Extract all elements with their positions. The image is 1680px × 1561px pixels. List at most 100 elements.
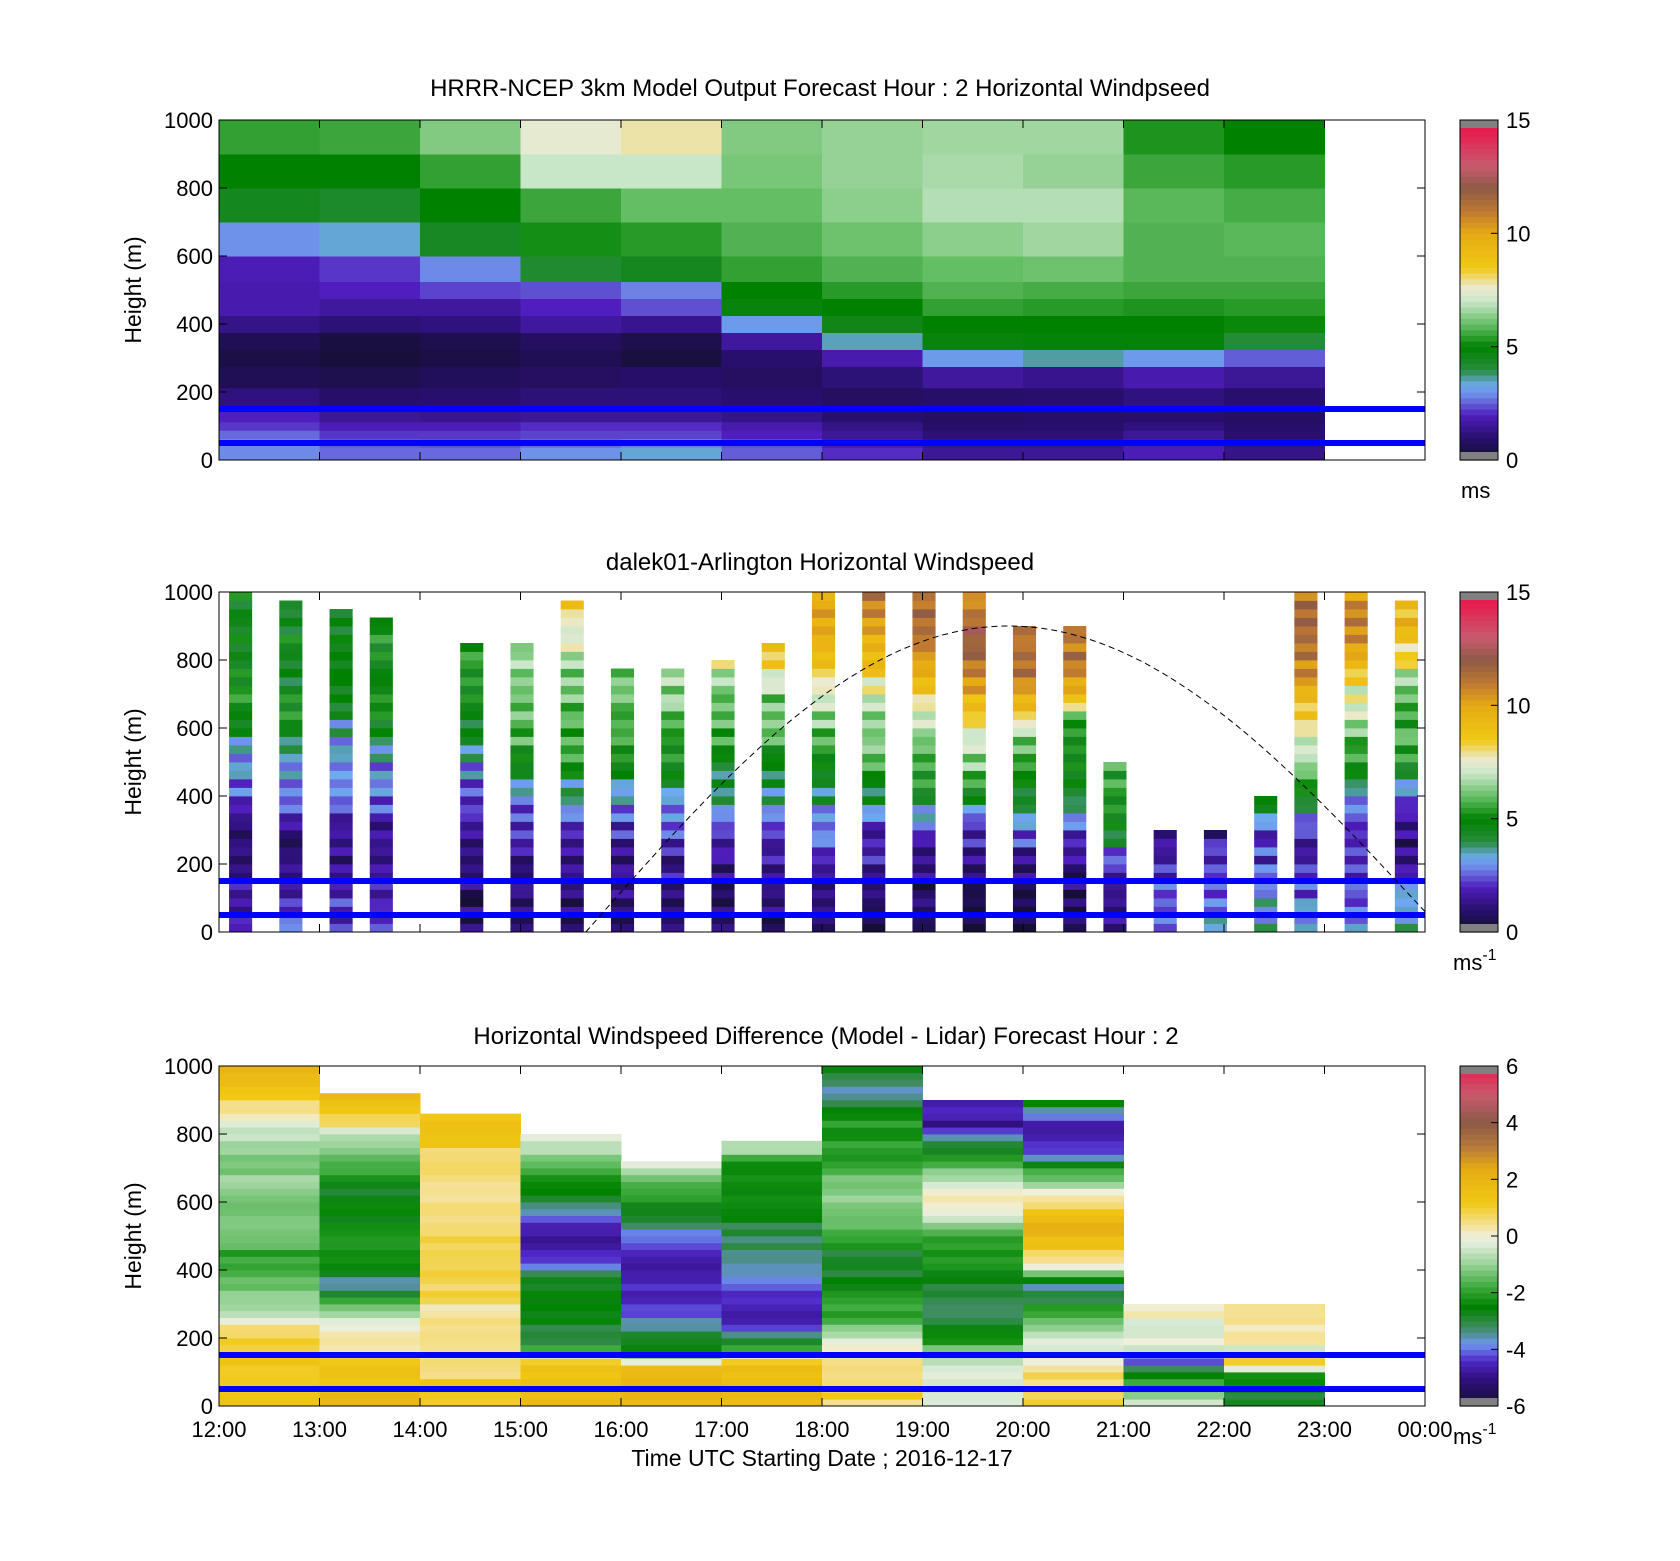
heatmap-cell xyxy=(1153,830,1177,839)
heatmap-cell xyxy=(1063,779,1087,788)
panel-lidar-x-ticks xyxy=(218,592,1426,932)
heatmap-cell xyxy=(1344,753,1368,763)
x-tick-label: 21:00 xyxy=(1096,1417,1151,1442)
heatmap-cell xyxy=(420,1344,521,1352)
heatmap-cell xyxy=(610,677,635,686)
heatmap-cell xyxy=(811,787,836,797)
heatmap-cell xyxy=(1153,923,1177,933)
heatmap-cell xyxy=(510,668,534,678)
heatmap-cell xyxy=(862,787,886,797)
colorbar-swatch xyxy=(1460,1270,1498,1277)
heatmap-cell xyxy=(460,847,484,856)
heatmap-cell xyxy=(219,332,320,350)
y-tick-label: 600 xyxy=(176,1190,213,1215)
heatmap-cell xyxy=(1294,728,1318,737)
heatmap-cell xyxy=(369,660,393,669)
heatmap-cell xyxy=(1063,923,1087,933)
colorbar-swatch xyxy=(1460,773,1498,780)
colorbar-swatch xyxy=(1460,1179,1498,1186)
heatmap-cell xyxy=(319,1134,421,1142)
heatmap-cell xyxy=(319,1181,421,1189)
heatmap-cell xyxy=(1063,830,1087,839)
heatmap-cell xyxy=(610,685,635,695)
heatmap-cell xyxy=(862,855,886,865)
heatmap-cell xyxy=(922,298,1024,316)
heatmap-cell xyxy=(621,1249,722,1257)
heatmap-cell xyxy=(721,1304,823,1312)
heatmap-cell xyxy=(761,762,785,771)
heatmap-cell xyxy=(219,1120,320,1128)
heatmap-cell xyxy=(661,728,685,737)
heatmap-cell xyxy=(811,651,836,661)
heatmap-cell xyxy=(711,804,735,814)
panel-difference-heatmap xyxy=(219,1066,1325,1407)
heatmap-cell xyxy=(319,1168,421,1176)
heatmap-cell xyxy=(219,409,320,423)
heatmap-cell xyxy=(1123,421,1225,431)
heatmap-cell xyxy=(1224,1372,1325,1380)
heatmap-cell xyxy=(219,1242,320,1250)
heatmap-cell xyxy=(610,787,635,797)
heatmap-cell xyxy=(1224,256,1325,282)
heatmap-cell xyxy=(460,881,484,890)
heatmap-cell xyxy=(811,634,836,644)
heatmap-cell xyxy=(219,1249,320,1257)
heatmap-cell xyxy=(329,609,353,618)
heatmap-cell xyxy=(520,366,622,389)
colorbar-swatch xyxy=(1460,437,1498,444)
heatmap-cell xyxy=(279,872,303,882)
heatmap-cell xyxy=(279,821,303,831)
heatmap-cell xyxy=(1012,643,1037,652)
heatmap-cell xyxy=(319,1120,421,1128)
heatmap-cell xyxy=(1023,332,1124,350)
colorbar-swatch xyxy=(1460,244,1498,251)
heatmap-cell xyxy=(1394,830,1418,839)
heatmap-cell xyxy=(1254,804,1278,814)
heatmap-cell xyxy=(610,838,635,848)
heatmap-cell xyxy=(822,1066,923,1074)
heatmap-cell xyxy=(1012,881,1037,890)
heatmap-cell xyxy=(219,1236,320,1244)
heatmap-cell xyxy=(1023,387,1124,410)
colorbar-swatch xyxy=(1460,216,1498,223)
heatmap-cell xyxy=(721,120,823,155)
heatmap-cell xyxy=(329,847,353,856)
heatmap-cell xyxy=(1023,120,1124,155)
heatmap-cell xyxy=(862,779,886,788)
heatmap-cell xyxy=(510,643,534,652)
heatmap-cell xyxy=(610,728,635,737)
colorbar-swatch xyxy=(1460,131,1498,138)
heatmap-cell xyxy=(219,1174,320,1182)
heatmap-cell xyxy=(420,298,521,316)
heatmap-cell xyxy=(811,889,836,899)
colorbar-swatch xyxy=(1460,677,1498,684)
heatmap-cell xyxy=(1294,634,1318,644)
colorbar-swatch xyxy=(1460,597,1498,604)
heatmap-cell xyxy=(1123,1317,1225,1325)
colorbar-tick-label: 4 xyxy=(1506,1111,1518,1136)
colorbar-swatch xyxy=(1460,1202,1498,1209)
heatmap-cell xyxy=(319,1242,421,1250)
heatmap-cell xyxy=(279,711,303,720)
colorbar-swatch xyxy=(1460,227,1498,234)
heatmap-cell xyxy=(219,1263,320,1271)
heatmap-cell xyxy=(912,762,936,771)
heatmap-cell xyxy=(1394,906,1418,916)
heatmap-cell xyxy=(229,660,253,669)
heatmap-cell xyxy=(520,421,622,431)
heatmap-cell xyxy=(1063,643,1087,652)
heatmap-cell xyxy=(219,1304,320,1312)
heatmap-cell xyxy=(621,387,722,410)
heatmap-cell xyxy=(319,120,421,155)
heatmap-cell xyxy=(621,1378,722,1386)
heatmap-cell xyxy=(219,1066,320,1074)
heatmap-cell xyxy=(922,421,1024,431)
heatmap-cell xyxy=(1023,1229,1124,1237)
heatmap-cell xyxy=(862,685,886,695)
heatmap-cell xyxy=(369,796,393,805)
heatmap-cell xyxy=(1103,838,1127,848)
colorbar-swatch xyxy=(1460,193,1498,200)
colorbar-swatch xyxy=(1460,609,1498,616)
heatmap-cell xyxy=(1294,830,1318,839)
